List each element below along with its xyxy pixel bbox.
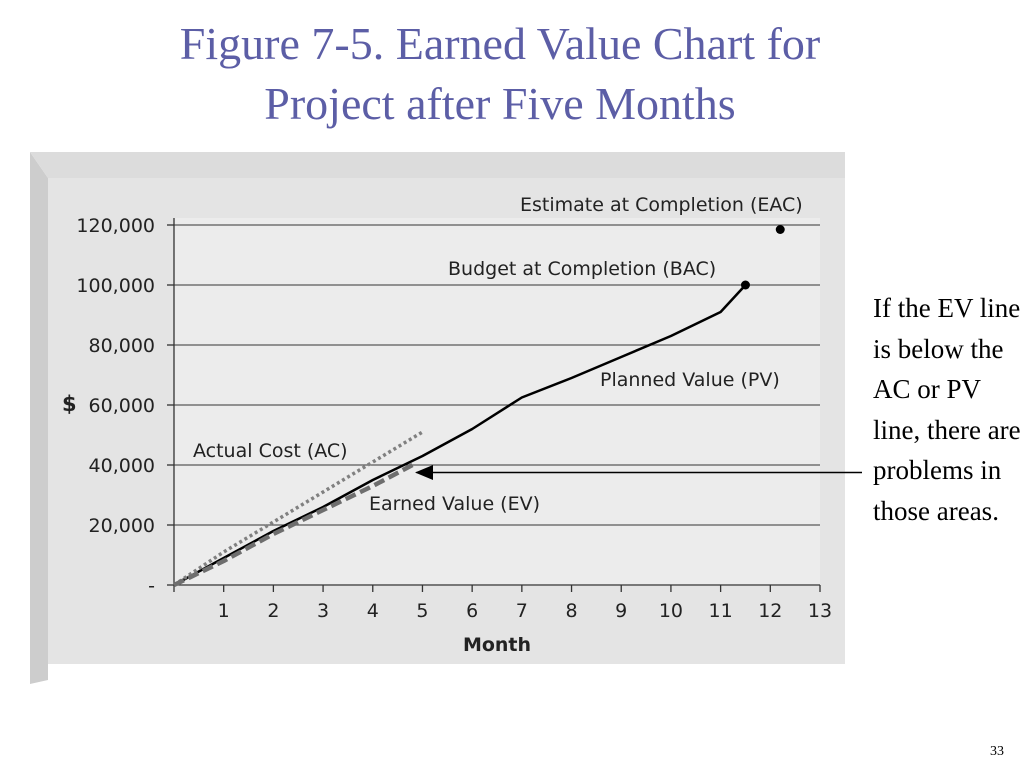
x-tick-label: 12 (758, 600, 782, 622)
x-tick-label: 8 (565, 600, 577, 622)
y-tick-label: - (148, 575, 155, 597)
x-tick-label: 11 (709, 600, 733, 622)
y-tick-label: 100,000 (76, 275, 155, 297)
side-note: If the EV line is below the AC or PV lin… (873, 293, 1021, 526)
x-tick-label: 4 (367, 600, 379, 622)
series-label-ev: Earned Value (EV) (369, 493, 540, 515)
x-tick-label: 1 (218, 600, 230, 622)
marker-label-eac: Estimate at Completion (EAC) (520, 194, 803, 216)
y-tick-label: 80,000 (89, 335, 155, 357)
x-tick-label: 9 (615, 600, 627, 622)
series-label-ac: Actual Cost (AC) (193, 440, 348, 462)
x-tick-label: 7 (516, 600, 528, 622)
bac-marker (740, 280, 750, 290)
grid-lines (174, 224, 820, 526)
x-tick-label: 13 (808, 600, 832, 622)
x-tick-label: 10 (659, 600, 683, 622)
y-tick-label: 40,000 (89, 455, 155, 477)
x-tick-label: 2 (267, 600, 279, 622)
marker-layer (740, 225, 785, 290)
series-label-pv: Planned Value (PV) (600, 369, 780, 391)
series-ac-line (173, 430, 424, 587)
y-tick-label: 20,000 (89, 515, 155, 537)
x-tick-label: 6 (466, 600, 478, 622)
page-number: 33 (990, 744, 1004, 759)
marker-label-bac: Budget at Completion (BAC) (448, 258, 716, 280)
series-layer (173, 284, 747, 588)
x-axis-label: Month (463, 634, 531, 656)
series-labels: Planned Value (PV) Actual Cost (AC) Earn… (193, 194, 803, 515)
y-tick-label: 60,000 (89, 395, 155, 417)
y-axis-label: $ (62, 392, 77, 416)
x-tick-label: 3 (317, 600, 329, 622)
slide-title: Figure 7-5. Earned Value Chart for Proje… (60, 14, 940, 134)
series-pv-line (173, 284, 747, 587)
y-tick-label: 120,000 (76, 215, 155, 237)
title-line-2: Project after Five Months (264, 78, 736, 129)
x-tick-label: 5 (416, 600, 428, 622)
eac-marker (775, 225, 785, 234)
x-axis: Month 1 2 3 4 5 6 7 8 9 10 11 12 13 (174, 584, 832, 656)
title-line-1: Figure 7-5. Earned Value Chart for (179, 18, 821, 69)
y-axis: $ - 20,000 40,000 60,000 80,000 100,000 120,00… (62, 215, 175, 597)
series-ev-line (173, 463, 414, 588)
